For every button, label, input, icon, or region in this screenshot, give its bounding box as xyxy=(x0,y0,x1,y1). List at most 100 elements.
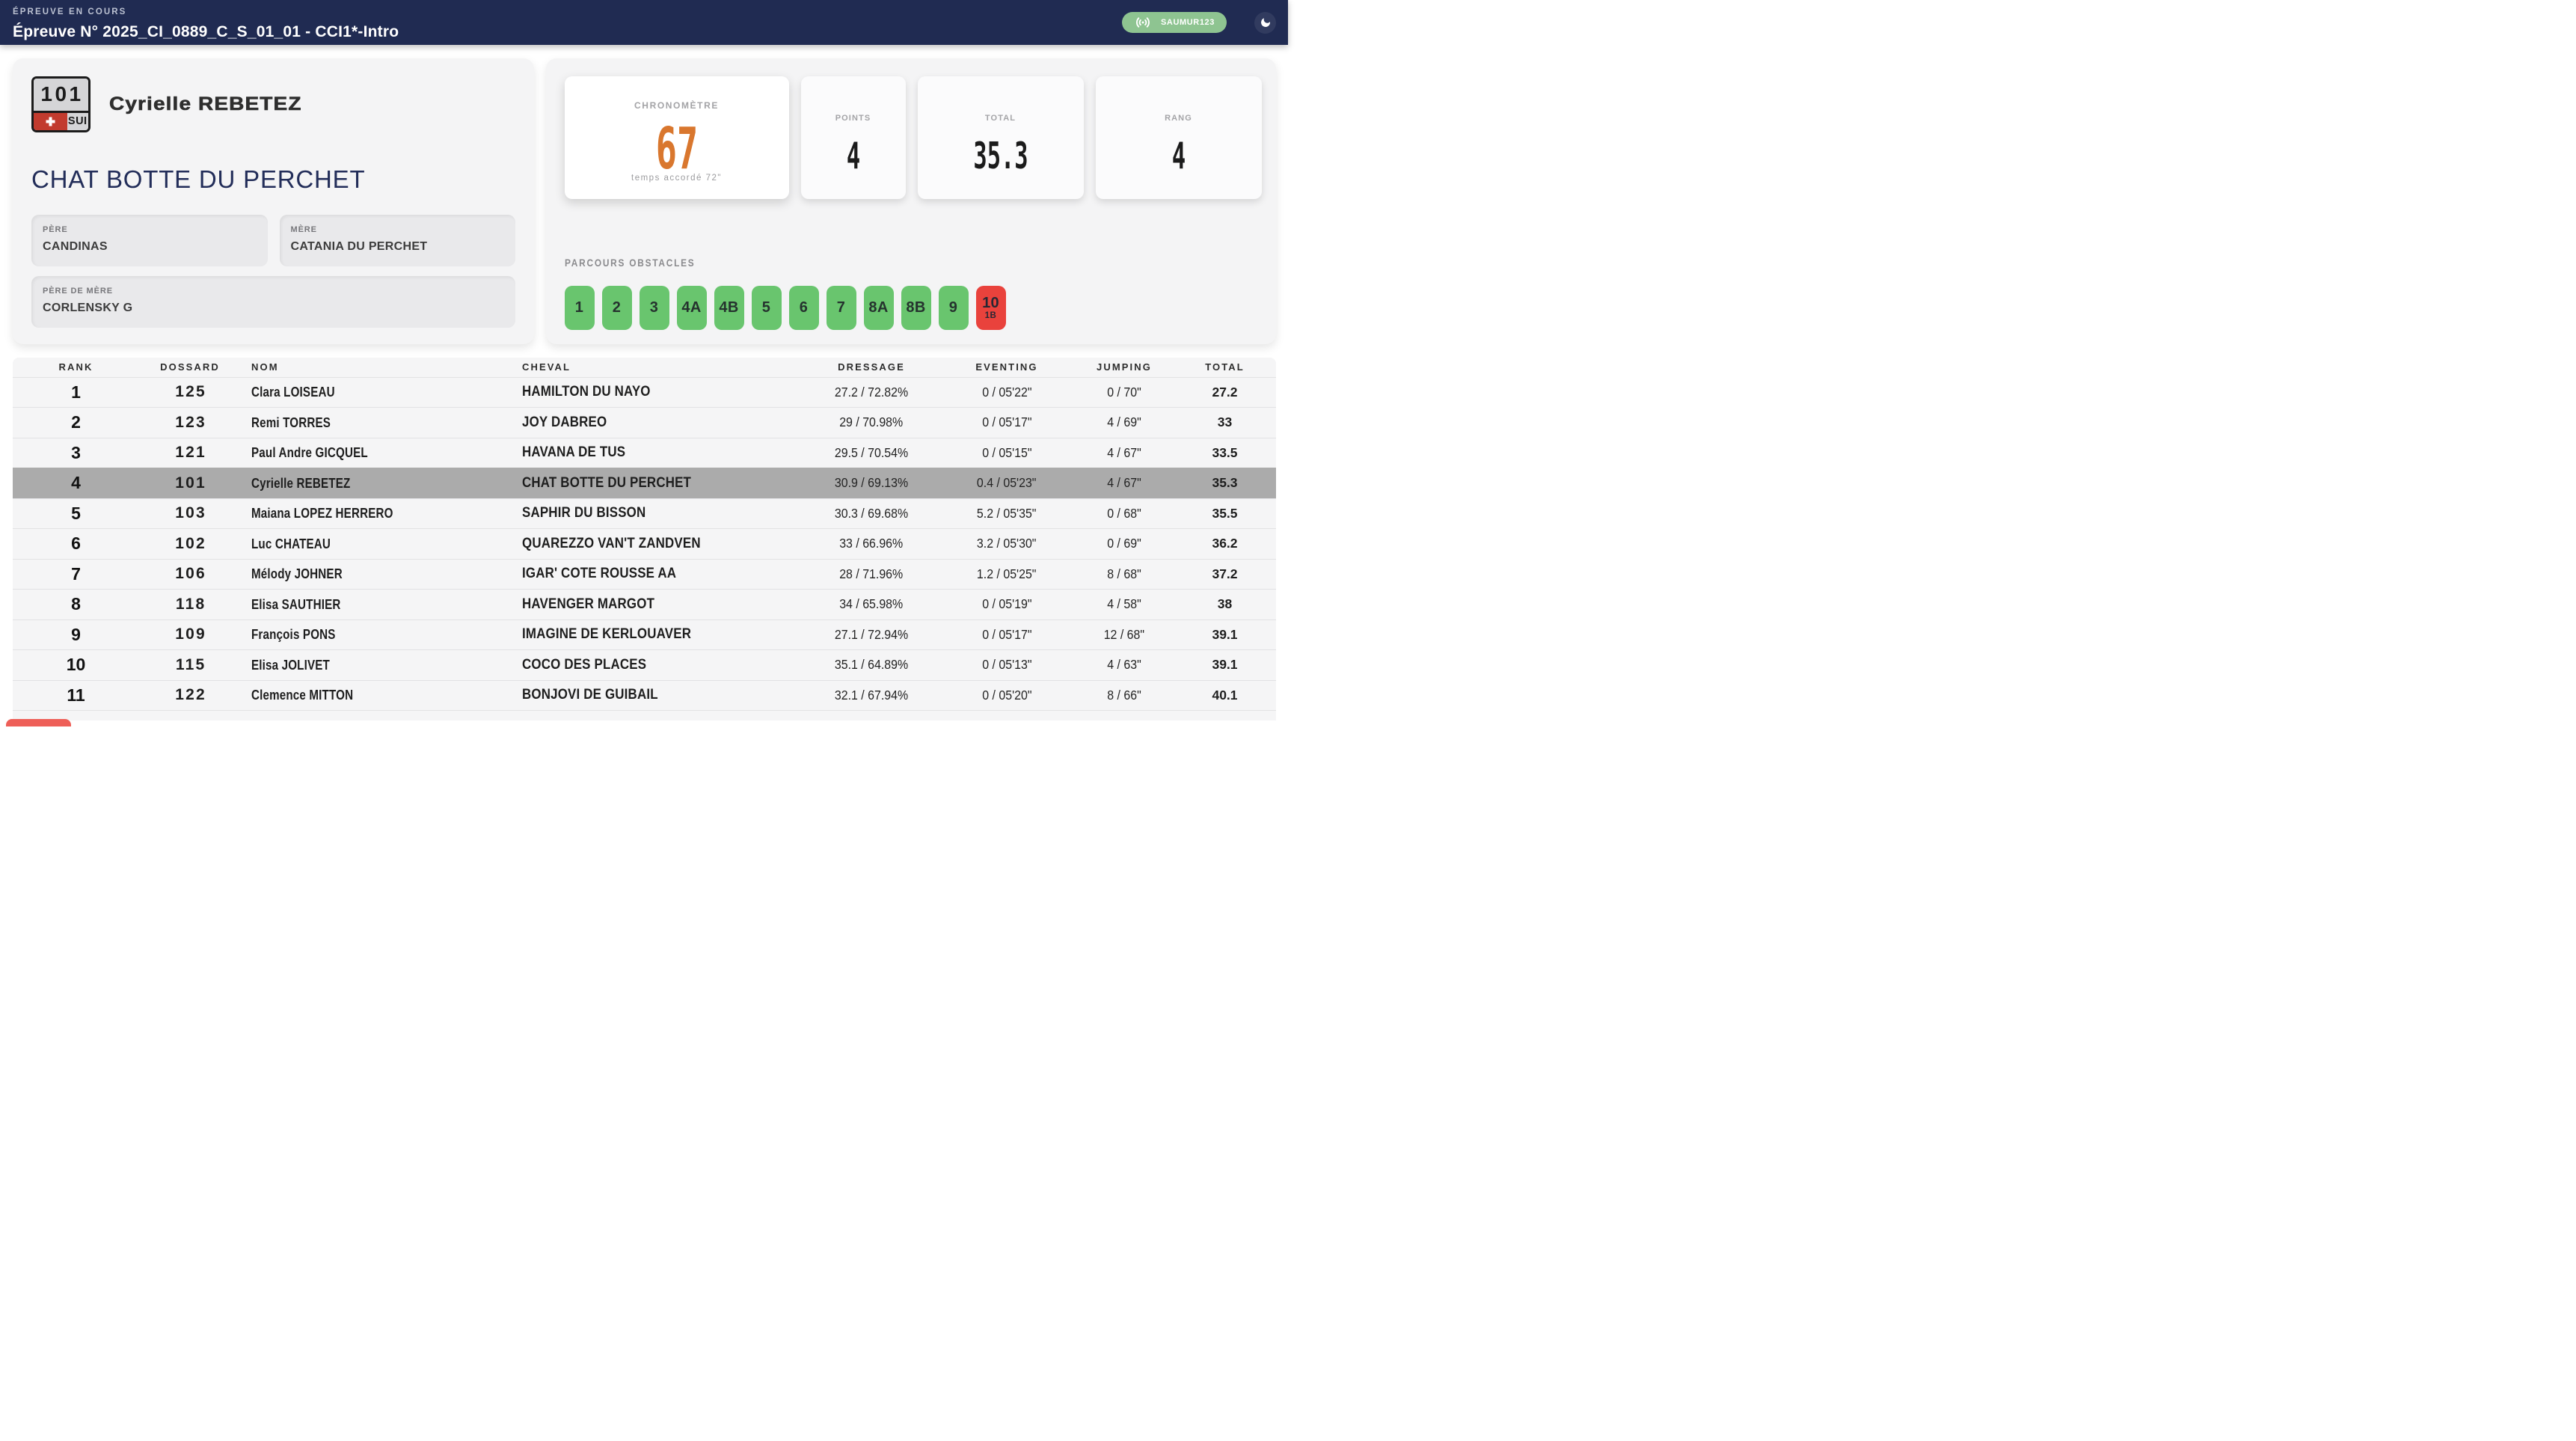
eventing-score-text: 0 / 05'17" xyxy=(981,414,1032,430)
cell-cheval: HAVANA DE TUS xyxy=(512,444,804,461)
obstacle-chip[interactable]: 5 xyxy=(751,286,782,330)
obstacle-chip[interactable]: 7 xyxy=(826,286,856,330)
total-box: TOTAL 35.3 xyxy=(917,76,1084,199)
table-row[interactable]: 2 123 Remi TORRES JOY DABREO 29 / 70.98%… xyxy=(12,407,1276,438)
obstacles-section-label: PARCOURS OBSTACLES xyxy=(564,257,695,269)
obstacle-chip[interactable]: 4A xyxy=(676,286,707,330)
obstacle-chip[interactable]: 1 xyxy=(564,286,595,330)
rider-name-text: François PONS xyxy=(251,626,336,643)
country-code: SUI xyxy=(67,113,88,130)
horse-name-text: COCO DES PLACES xyxy=(522,656,647,673)
cell-rank: 7 xyxy=(71,563,81,584)
live-channel-label: SAUMUR123 xyxy=(1160,18,1215,27)
eventing-score-text: 5.2 / 05'35" xyxy=(977,505,1037,521)
dressage-score-text: 32.1 / 67.94% xyxy=(834,687,909,703)
cell-dressage: 27.1 / 72.94% xyxy=(804,627,939,643)
eventing-score-text: 0 / 05'13" xyxy=(981,657,1032,673)
eventing-score-text: 3.2 / 05'30" xyxy=(977,536,1037,551)
column-header-total[interactable]: TOTAL xyxy=(1205,361,1245,373)
rider-name-text: Maiana LOPEZ HERRERO xyxy=(251,505,393,521)
table-row[interactable]: 11 122 Clemence MITTON BONJOVI DE GUIBAI… xyxy=(12,679,1276,710)
obstacle-chip[interactable]: 3 xyxy=(639,286,669,330)
table-row[interactable]: 4 101 Cyrielle REBETEZ CHAT BOTTE DU PER… xyxy=(12,468,1276,498)
obstacle-chip[interactable]: 10 1B xyxy=(975,286,1006,330)
event-status-label: ÉPREUVE EN COURS xyxy=(13,7,127,16)
event-heading: ÉPREUVE EN COURS Épreuve N° 2025_CI_0889… xyxy=(13,7,399,41)
column-header-cheval[interactable]: CHEVAL xyxy=(522,361,571,373)
pedigree-grid: PÈRE CANDINAS MÈRE CATANIA DU PERCHET PÈ… xyxy=(31,214,515,328)
points-value: 4 xyxy=(846,135,860,178)
cell-jumping: 8 / 66" xyxy=(1075,688,1174,703)
cell-eventing: 3.2 / 05'30" xyxy=(939,536,1075,551)
table-row[interactable]: 8 118 Elisa SAUTHIER HAVENGER MARGOT 34 … xyxy=(12,589,1276,619)
cell-jumping: 0 / 69" xyxy=(1075,536,1174,551)
column-header-eventing[interactable]: EVENTING xyxy=(975,361,1038,373)
column-header-jumping[interactable]: JUMPING xyxy=(1097,361,1152,373)
cell-nom: Remi TORRES xyxy=(241,414,512,431)
cell-cheval: IGAR' COTE ROUSSE AA xyxy=(512,566,804,582)
table-row[interactable]: 1 125 Clara LOISEAU HAMILTON DU NAYO 27.… xyxy=(12,376,1276,407)
cell-nom: Elisa SAUTHIER xyxy=(241,596,512,613)
table-row[interactable]: 5 103 Maiana LOPEZ HERRERO SAPHIR DU BIS… xyxy=(12,498,1276,528)
cell-cheval: COCO DES PLACES xyxy=(512,657,804,673)
obstacle-chip[interactable]: 8B xyxy=(901,286,931,330)
cell-total: 39.1 xyxy=(1212,626,1238,642)
results-table: RANK DOSSARD NOM CHEVAL DRESSAGE EVENTIN… xyxy=(12,357,1276,720)
rider-name-text: Luc CHATEAU xyxy=(251,535,331,551)
obstacle-number: 2 xyxy=(612,299,622,316)
chronometer-box: CHRONOMÈTRE 67 temps accordé 72" xyxy=(564,76,789,199)
cell-rank: 5 xyxy=(71,503,81,523)
table-row[interactable]: 3 121 Paul Andre GICQUEL HAVANA DE TUS 2… xyxy=(12,437,1276,468)
cell-dressage: 28 / 71.96% xyxy=(804,566,939,582)
dressage-score-text: 34 / 65.98% xyxy=(839,596,904,612)
horse-name: CHAT BOTTE DU PERCHET xyxy=(31,165,366,193)
dressage-score-text: 33 / 66.96% xyxy=(839,536,904,551)
cell-jumping: 4 / 67" xyxy=(1075,445,1174,461)
main-content: 101 SUI Cyrielle REBETEZ CHAT BOTTE DU P… xyxy=(0,45,1288,344)
column-header-dossard[interactable]: DOSSARD xyxy=(160,361,220,373)
obstacle-chip[interactable]: 6 xyxy=(788,286,819,330)
table-row[interactable]: 9 109 François PONS IMAGINE DE KERLOUAVE… xyxy=(12,619,1276,649)
pedigree-value: CANDINAS xyxy=(43,239,108,253)
cell-eventing: 1.2 / 05'25" xyxy=(939,566,1075,582)
jumping-score-text: 4 / 69" xyxy=(1107,414,1141,430)
cell-dossard: 106 xyxy=(175,565,206,583)
dark-mode-toggle[interactable] xyxy=(1254,11,1276,34)
column-header-dressage[interactable]: DRESSAGE xyxy=(838,361,905,373)
points-label: POINTS xyxy=(835,113,871,123)
cell-dressage: 32.1 / 67.94% xyxy=(804,688,939,703)
column-header-rank[interactable]: RANK xyxy=(58,361,93,373)
jumping-score-text: 4 / 58" xyxy=(1107,596,1141,612)
table-row[interactable]: 6 102 Luc CHATEAU QUAREZZO VAN'T ZANDVEN… xyxy=(12,528,1276,559)
total-label: TOTAL xyxy=(984,113,1016,123)
jumping-score-text: 8 / 66" xyxy=(1107,687,1141,703)
cell-total: 33.5 xyxy=(1212,444,1238,460)
obstacle-number: 7 xyxy=(836,299,846,316)
obstacle-chip[interactable]: 2 xyxy=(601,286,632,330)
total-value: 35.3 xyxy=(972,135,1028,178)
bib-number: 101 xyxy=(34,78,88,111)
obstacle-chip[interactable]: 4B xyxy=(714,286,744,330)
cell-total: 39.1 xyxy=(1212,657,1238,673)
table-row[interactable]: 7 106 Mélody JOHNER IGAR' COTE ROUSSE AA… xyxy=(12,558,1276,589)
obstacle-chip[interactable]: 9 xyxy=(938,286,969,330)
cell-jumping: 4 / 58" xyxy=(1075,596,1174,612)
obstacle-chip[interactable]: 8A xyxy=(863,286,894,330)
cell-eventing: 0.4 / 05'23" xyxy=(939,475,1075,491)
dressage-score-text: 29.5 / 70.54% xyxy=(834,444,909,460)
bottom-red-badge[interactable] xyxy=(5,718,71,726)
cell-nom: Luc CHATEAU xyxy=(241,536,512,552)
obstacle-number: 8A xyxy=(868,299,889,316)
live-channel-badge[interactable]: SAUMUR123 xyxy=(1121,12,1227,33)
cell-jumping: 0 / 70" xyxy=(1075,385,1174,400)
cell-cheval: HAMILTON DU NAYO xyxy=(512,384,804,400)
cell-dressage: 30.9 / 69.13% xyxy=(804,475,939,491)
obstacle-number: 8B xyxy=(906,299,926,316)
jumping-score-text: 8 / 68" xyxy=(1107,566,1141,581)
table-row[interactable]: 10 115 Elisa JOLIVET COCO DES PLACES 35.… xyxy=(12,649,1276,680)
cell-nom: Paul Andre GICQUEL xyxy=(241,444,512,461)
top-bar: ÉPREUVE EN COURS Épreuve N° 2025_CI_0889… xyxy=(0,0,1288,45)
rider-name-text: Clemence MITTON xyxy=(251,687,354,703)
obstacle-sub-label: 1B xyxy=(984,310,997,320)
column-header-nom[interactable]: NOM xyxy=(251,361,279,373)
